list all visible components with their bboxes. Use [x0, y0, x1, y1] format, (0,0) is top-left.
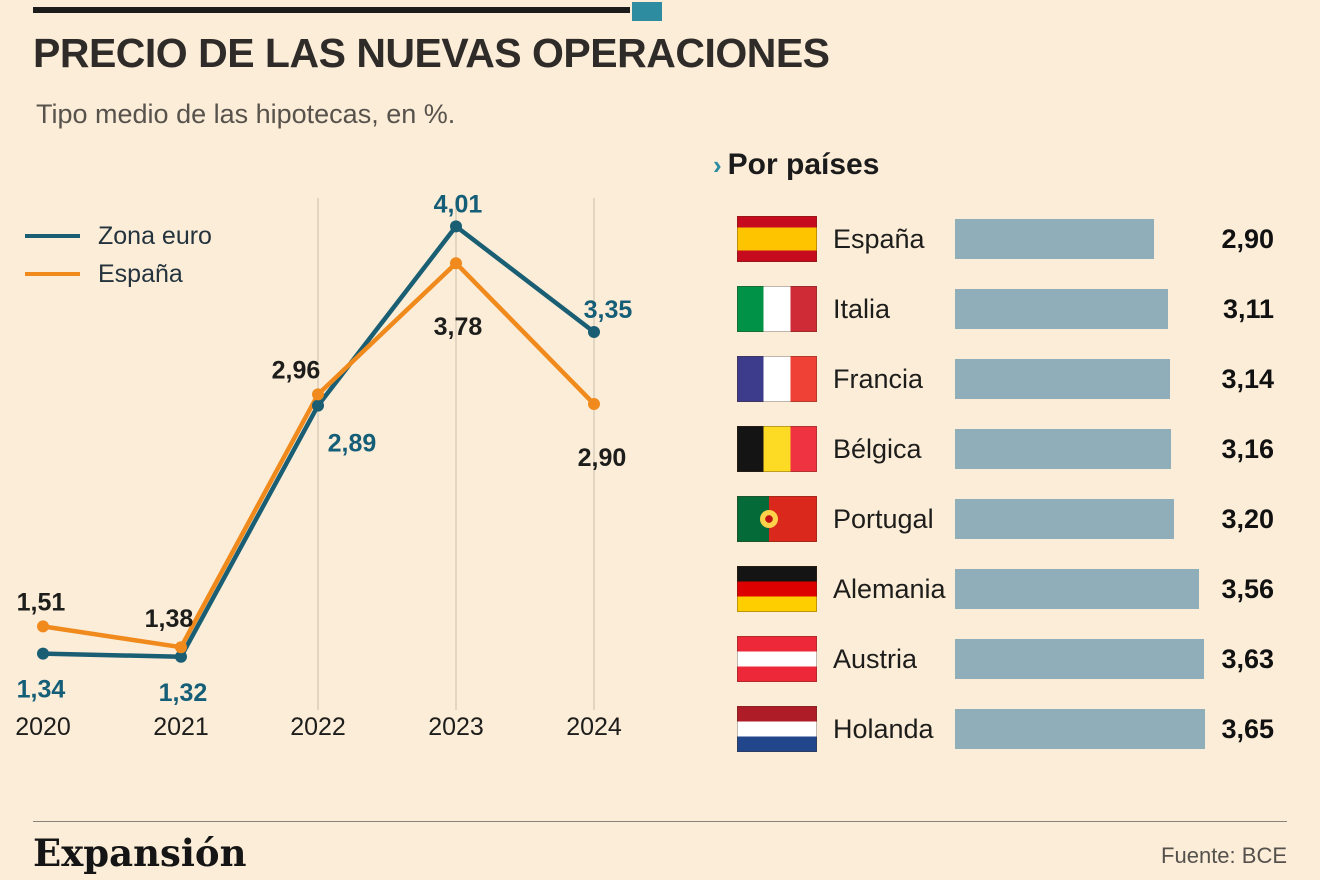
- por-paises-heading: › Por países: [713, 148, 879, 182]
- data-point: [588, 398, 600, 410]
- data-label: 4,01: [434, 190, 483, 218]
- country-value: 2,90: [1221, 223, 1274, 254]
- bar-track: [955, 499, 1205, 539]
- legend-label-zona-euro: Zona euro: [98, 221, 212, 250]
- data-label: 1,32: [159, 679, 208, 707]
- data-point: [450, 257, 462, 270]
- country-row-be: Bélgica 3,16: [737, 414, 1274, 484]
- data-label: 3,35: [584, 296, 633, 324]
- flag-at-icon: [737, 636, 817, 682]
- x-axis-label: 2022: [290, 713, 346, 741]
- bar-track: [955, 359, 1205, 399]
- country-bar: [955, 569, 1199, 609]
- country-label: Austria: [833, 643, 918, 674]
- flag-de-icon: [737, 566, 817, 612]
- data-label: 2,89: [328, 430, 377, 458]
- x-axis-label: 2023: [428, 713, 484, 741]
- bar-track: [955, 429, 1205, 469]
- flag-pt-icon: [737, 496, 817, 542]
- country-bar: [955, 359, 1171, 399]
- data-label: 2,90: [578, 444, 627, 472]
- data-point: [37, 620, 49, 633]
- country-bar: [955, 219, 1154, 259]
- bar-track: [955, 289, 1205, 329]
- chart-legend: Zona euro España: [25, 217, 212, 293]
- country-value: 3,20: [1221, 503, 1274, 534]
- country-row-fr: Francia 3,14: [737, 344, 1274, 414]
- top-accent-square: [632, 2, 662, 21]
- por-paises-title: Por países: [727, 148, 880, 181]
- country-label: España: [833, 223, 925, 254]
- x-axis-label: 2020: [15, 713, 71, 741]
- flag-fr-icon: [737, 356, 817, 402]
- country-bar: [955, 709, 1205, 749]
- data-label: 2,96: [272, 356, 321, 384]
- data-label: 1,38: [145, 605, 194, 633]
- country-label: Alemania: [833, 573, 946, 604]
- subtitle: Tipo medio de las hipotecas, en %.: [36, 99, 456, 129]
- country-bar: [955, 639, 1204, 679]
- top-rule: [33, 7, 630, 13]
- flag-nl-icon: [737, 706, 817, 752]
- country-label: Portugal: [833, 503, 934, 534]
- country-label: Bélgica: [833, 433, 922, 464]
- country-value: 3,14: [1221, 363, 1274, 394]
- country-value: 3,56: [1221, 573, 1274, 604]
- x-axis-label: 2021: [153, 713, 209, 741]
- country-bar-chart: España 2,90 Italia 3,11 Francia 3,14 Bélgica 3,…: [737, 204, 1274, 764]
- line-chart: 2020 2021 2022 2023 2024 1,34 1,32 2,89 4,01 3,35…: [15, 190, 633, 741]
- country-label: Francia: [833, 363, 924, 394]
- data-point: [450, 220, 462, 233]
- flag-it-icon: [737, 286, 817, 332]
- country-value: 3,63: [1221, 643, 1274, 674]
- data-label: 1,51: [17, 588, 66, 616]
- data-label: 1,34: [17, 676, 66, 704]
- source-note: Fuente: BCE: [1161, 843, 1287, 868]
- legend-item-zona-euro: Zona euro: [25, 217, 212, 255]
- country-label: Holanda: [833, 713, 934, 744]
- data-point: [175, 641, 187, 654]
- x-axis-label: 2024: [566, 713, 622, 741]
- bar-track: [955, 219, 1205, 259]
- country-row-de: Alemania 3,56: [737, 554, 1274, 624]
- country-bar: [955, 499, 1175, 539]
- country-value: 3,16: [1221, 433, 1274, 464]
- country-value: 3,65: [1221, 713, 1274, 744]
- page-title: PRECIO DE LAS NUEVAS OPERACIONES: [33, 30, 830, 76]
- data-point: [312, 399, 324, 412]
- bar-track: [955, 639, 1205, 679]
- country-row-it: Italia 3,11: [737, 274, 1274, 344]
- legend-label-espana: España: [98, 259, 183, 288]
- espana-line-swatch: [25, 272, 80, 276]
- bar-track: [955, 709, 1205, 749]
- zona-euro-line-swatch: [25, 234, 80, 238]
- country-value: 3,11: [1222, 293, 1274, 324]
- bar-track: [955, 569, 1205, 609]
- brand-logo: Expansión: [33, 831, 247, 875]
- flag-es-icon: [737, 216, 817, 262]
- data-point: [312, 388, 324, 401]
- country-label: Italia: [833, 293, 891, 324]
- chevron-right-icon: ›: [713, 150, 722, 180]
- data-label: 3,78: [434, 313, 483, 341]
- country-row-pt: Portugal 3,20: [737, 484, 1274, 554]
- data-point: [588, 326, 600, 338]
- legend-item-espana: España: [25, 255, 212, 293]
- country-bar: [955, 289, 1168, 329]
- country-row-es: España 2,90: [737, 204, 1274, 274]
- data-point: [175, 650, 187, 663]
- footer-rule: [33, 821, 1287, 822]
- data-point: [37, 647, 49, 660]
- country-row-nl: Holanda 3,65: [737, 694, 1274, 764]
- country-row-at: Austria 3,63: [737, 624, 1274, 694]
- country-bar: [955, 429, 1172, 469]
- flag-be-icon: [737, 426, 817, 472]
